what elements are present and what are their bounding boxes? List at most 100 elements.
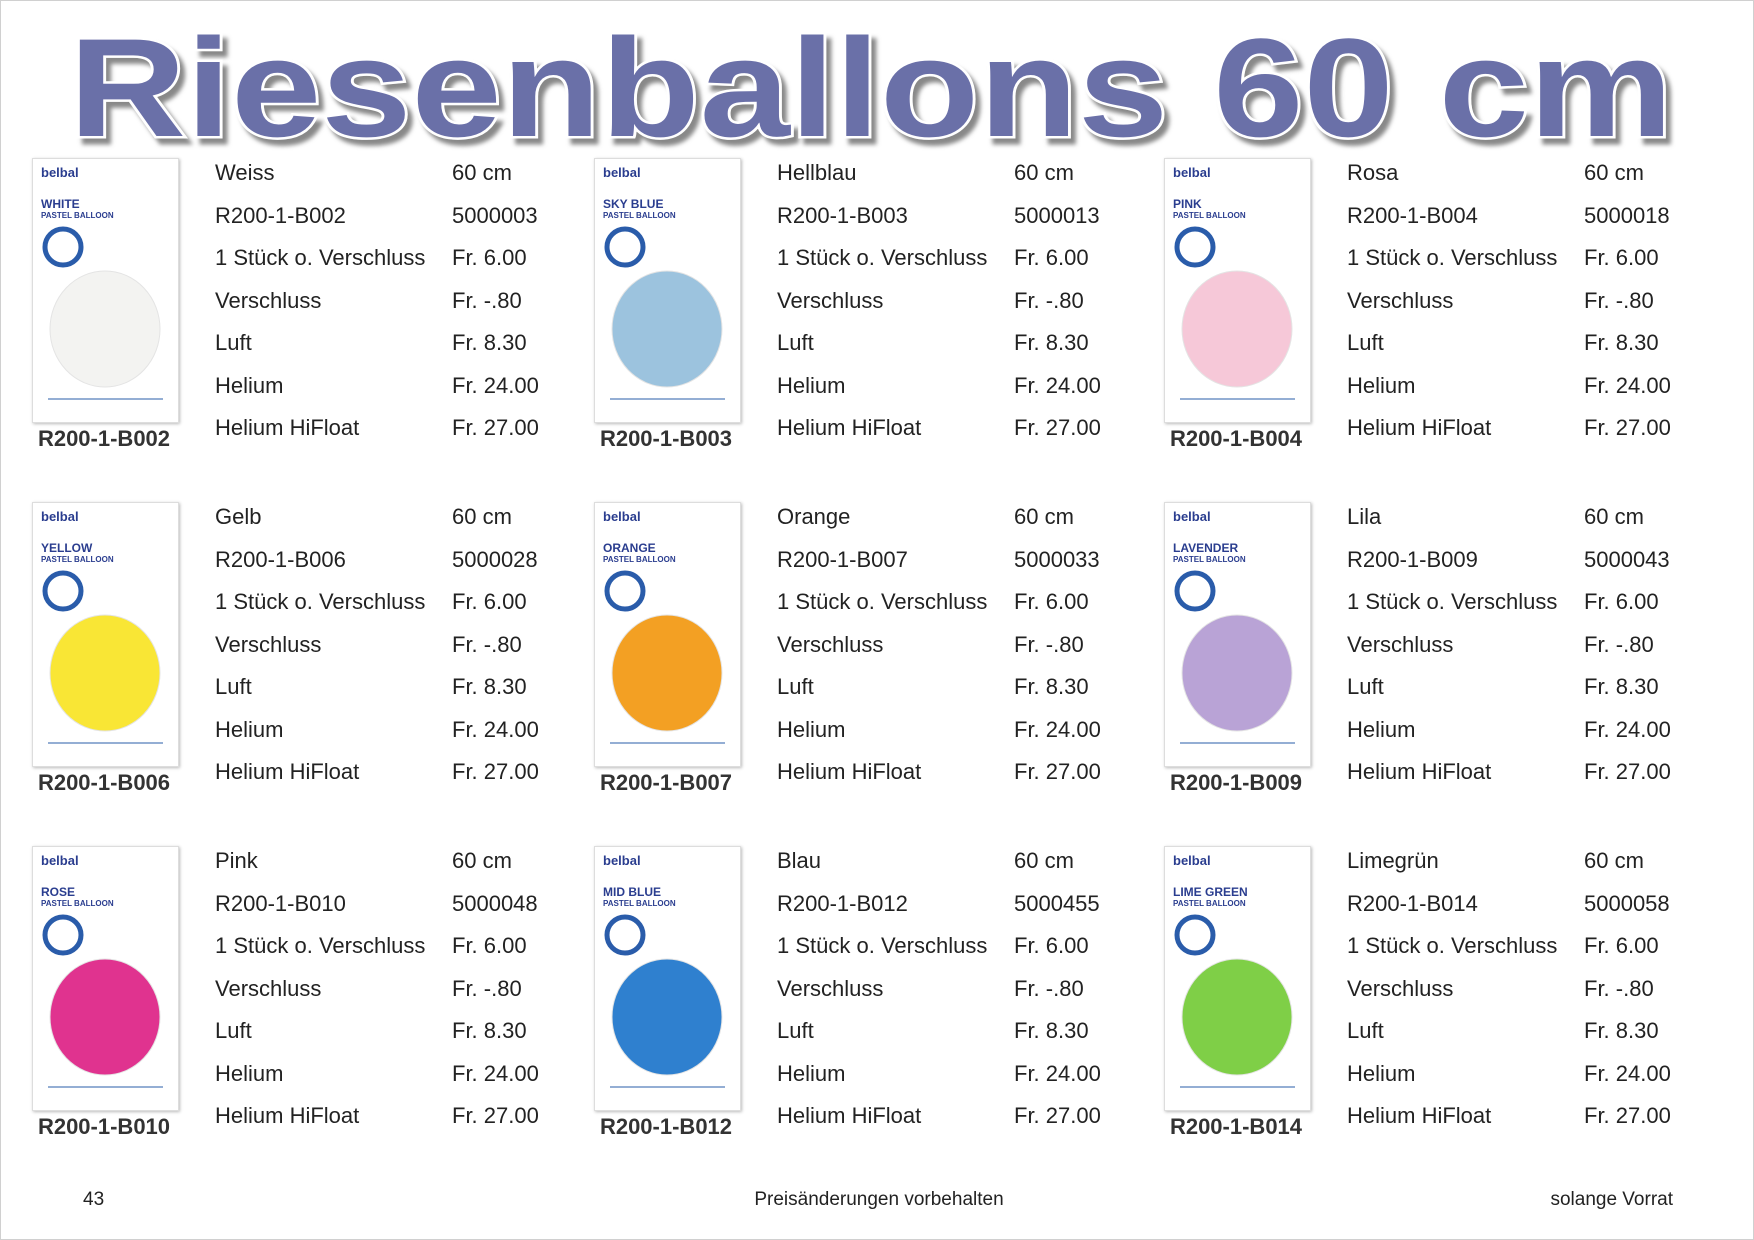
- package-caption: R200-1-B014: [1169, 1114, 1303, 1139]
- row-label: Gelb: [215, 504, 262, 529]
- package-kind: PASTEL BALLOON: [41, 899, 114, 908]
- row-value: Fr. 6.00: [452, 245, 527, 270]
- brand: belbal: [41, 509, 79, 524]
- balloon-package: belbal ORANGE PASTEL BALLOON: [594, 502, 741, 767]
- row-value: Fr. 24.00: [1584, 372, 1671, 398]
- row-label: Luft: [1347, 1018, 1384, 1043]
- row-label: Helium: [777, 1060, 846, 1086]
- package-kind: PASTEL BALLOON: [603, 555, 676, 564]
- row-value: Fr. 6.00: [452, 589, 527, 614]
- package-caption: R200-1-B004: [1169, 426, 1303, 451]
- row-value: Fr. -.80: [1584, 631, 1654, 657]
- row-value: 5000003: [452, 202, 538, 228]
- row-label: Helium: [777, 716, 846, 742]
- row-label: Luft: [215, 330, 252, 355]
- row-label: Lila: [1347, 504, 1382, 529]
- row-label: Helium HiFloat: [1347, 415, 1492, 440]
- title-area: Riesenballons 60 cm: [67, 7, 1676, 162]
- balloon: [1181, 614, 1293, 732]
- badge: [1174, 914, 1216, 956]
- row-label: Verschluss: [1347, 631, 1454, 657]
- row-value: 60 cm: [452, 504, 512, 529]
- row-label: Helium HiFloat: [777, 759, 922, 784]
- package-color-name: MID BLUE: [603, 885, 661, 899]
- row-value: 5000048: [452, 890, 538, 916]
- row-label: Verschluss: [1347, 975, 1454, 1001]
- balloon-image: [604, 914, 725, 1088]
- row-label: Luft: [777, 330, 814, 355]
- row-value: Fr. 6.00: [1584, 933, 1659, 958]
- row-label: R200-1-B012: [777, 890, 908, 916]
- row-value: Fr. 24.00: [452, 1060, 539, 1086]
- balloon-image: [1174, 914, 1295, 1088]
- row-value: 5000033: [1014, 546, 1100, 572]
- balloon-package: belbal WHITE PASTEL BALLOON: [32, 158, 179, 423]
- balloon: [1181, 958, 1293, 1076]
- row-value: Fr. 24.00: [452, 716, 539, 742]
- badge: [604, 226, 646, 268]
- row-label: Orange: [777, 504, 851, 529]
- row-value: Fr. 24.00: [1584, 1060, 1671, 1086]
- row-label: R200-1-B003: [777, 202, 908, 228]
- package-kind: PASTEL BALLOON: [603, 899, 676, 908]
- row-label: R200-1-B009: [1347, 546, 1478, 572]
- package-color-name: ROSE: [41, 885, 76, 899]
- brand: belbal: [41, 165, 79, 180]
- package-caption: R200-1-B003: [599, 426, 733, 451]
- package-kind: PASTEL BALLOON: [603, 211, 676, 220]
- row-label: 1 Stück o. Verschluss: [215, 589, 426, 614]
- row-label: Luft: [777, 674, 814, 699]
- badge: [1174, 226, 1216, 268]
- row-label: Verschluss: [1347, 287, 1454, 313]
- brand: belbal: [603, 853, 641, 868]
- row-label: 1 Stück o. Verschluss: [1347, 245, 1558, 270]
- package-color-name: WHITE: [41, 197, 80, 211]
- balloon-image: [1174, 570, 1295, 744]
- row-value: Fr. 27.00: [452, 415, 539, 440]
- row-value: Fr. 8.30: [1014, 330, 1089, 355]
- row-value: Fr. -.80: [1014, 287, 1084, 313]
- row-label: 1 Stück o. Verschluss: [215, 933, 426, 958]
- row-label: Helium: [215, 1060, 284, 1086]
- row-value: Fr. 27.00: [1584, 415, 1671, 440]
- row-value: 60 cm: [1014, 504, 1074, 529]
- package-color-name: SKY BLUE: [603, 197, 664, 211]
- row-value: Fr. -.80: [452, 975, 522, 1001]
- row-value: Fr. 8.30: [452, 330, 527, 355]
- row-label: Helium: [777, 372, 846, 398]
- row-label: Helium: [215, 716, 284, 742]
- row-label: Blau: [777, 848, 822, 873]
- row-label: Verschluss: [215, 287, 322, 313]
- row-label: R200-1-B004: [1347, 202, 1478, 228]
- row-value: 60 cm: [1584, 848, 1644, 873]
- row-label: Helium HiFloat: [777, 415, 922, 440]
- row-label: Helium HiFloat: [215, 759, 360, 784]
- row-value: Fr. 8.30: [452, 674, 527, 699]
- balloon: [49, 958, 161, 1076]
- row-label: R200-1-B006: [215, 546, 346, 572]
- package-color-name: PINK: [1173, 197, 1202, 211]
- row-value: Fr. 6.00: [1584, 589, 1659, 614]
- row-label: 1 Stück o. Verschluss: [777, 245, 988, 270]
- row-label: Verschluss: [215, 975, 322, 1001]
- brand: belbal: [1173, 853, 1211, 868]
- balloon-package: belbal YELLOW PASTEL BALLOON: [32, 502, 179, 767]
- badge: [42, 914, 84, 956]
- balloon: [49, 270, 161, 388]
- package-caption: R200-1-B002: [37, 426, 171, 451]
- balloon-image: [42, 226, 163, 400]
- row-label: Helium HiFloat: [1347, 759, 1492, 784]
- row-label: R200-1-B014: [1347, 890, 1478, 916]
- row-value: Fr. -.80: [452, 287, 522, 313]
- row-value: 60 cm: [452, 160, 512, 185]
- balloon: [611, 614, 723, 732]
- brand: belbal: [1173, 509, 1211, 524]
- brand: belbal: [1173, 165, 1211, 180]
- row-value: 60 cm: [1014, 160, 1074, 185]
- package-color-name: LIME GREEN: [1173, 885, 1248, 899]
- row-value: Fr. 27.00: [1014, 759, 1101, 784]
- row-label: Helium: [1347, 372, 1416, 398]
- row-label: Verschluss: [777, 287, 884, 313]
- brand: belbal: [603, 165, 641, 180]
